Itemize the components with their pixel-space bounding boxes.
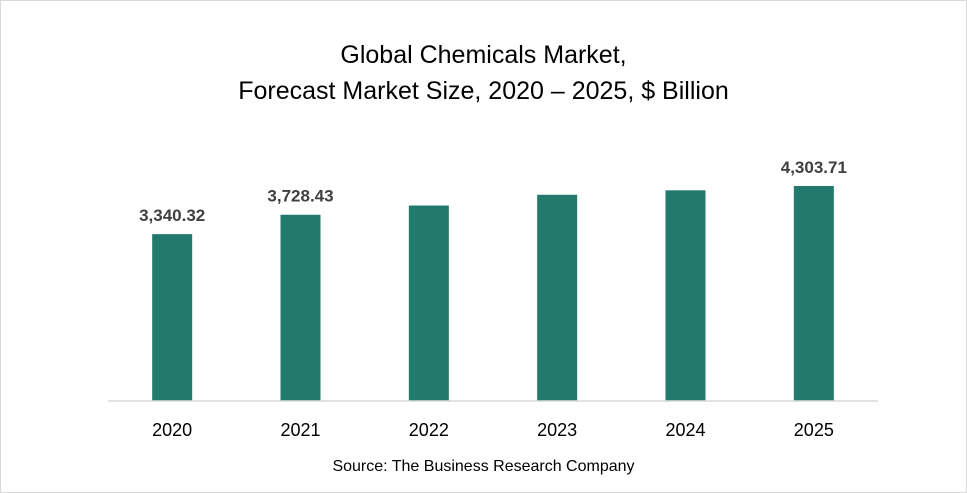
bar-2023	[537, 194, 578, 401]
bar-2025	[793, 186, 834, 401]
bar-2022	[408, 205, 449, 401]
x-tick-label: 2023	[537, 420, 577, 440]
x-tick-label: 2025	[794, 420, 834, 440]
bar-2020	[152, 234, 193, 401]
data-label: 4,303.71	[781, 158, 847, 177]
x-tick-label: 2022	[409, 420, 449, 440]
x-tick-label: 2020	[152, 420, 192, 440]
chart-title-line-1: Global Chemicals Market,	[340, 41, 627, 69]
chart-title: Global Chemicals Market, Forecast Market…	[1, 37, 966, 109]
data-label: 3,728.43	[267, 187, 333, 206]
source-note: Source: The Business Research Company	[332, 458, 635, 475]
x-tick-label: 2024	[665, 420, 705, 440]
x-tick-label: 2021	[280, 420, 320, 440]
bar-2021	[280, 214, 321, 401]
data-label: 3,340.32	[139, 206, 205, 225]
chart-title-line-2: Forecast Market Size, 2020 – 2025, $ Bil…	[238, 77, 729, 105]
bar-2024	[665, 190, 706, 401]
